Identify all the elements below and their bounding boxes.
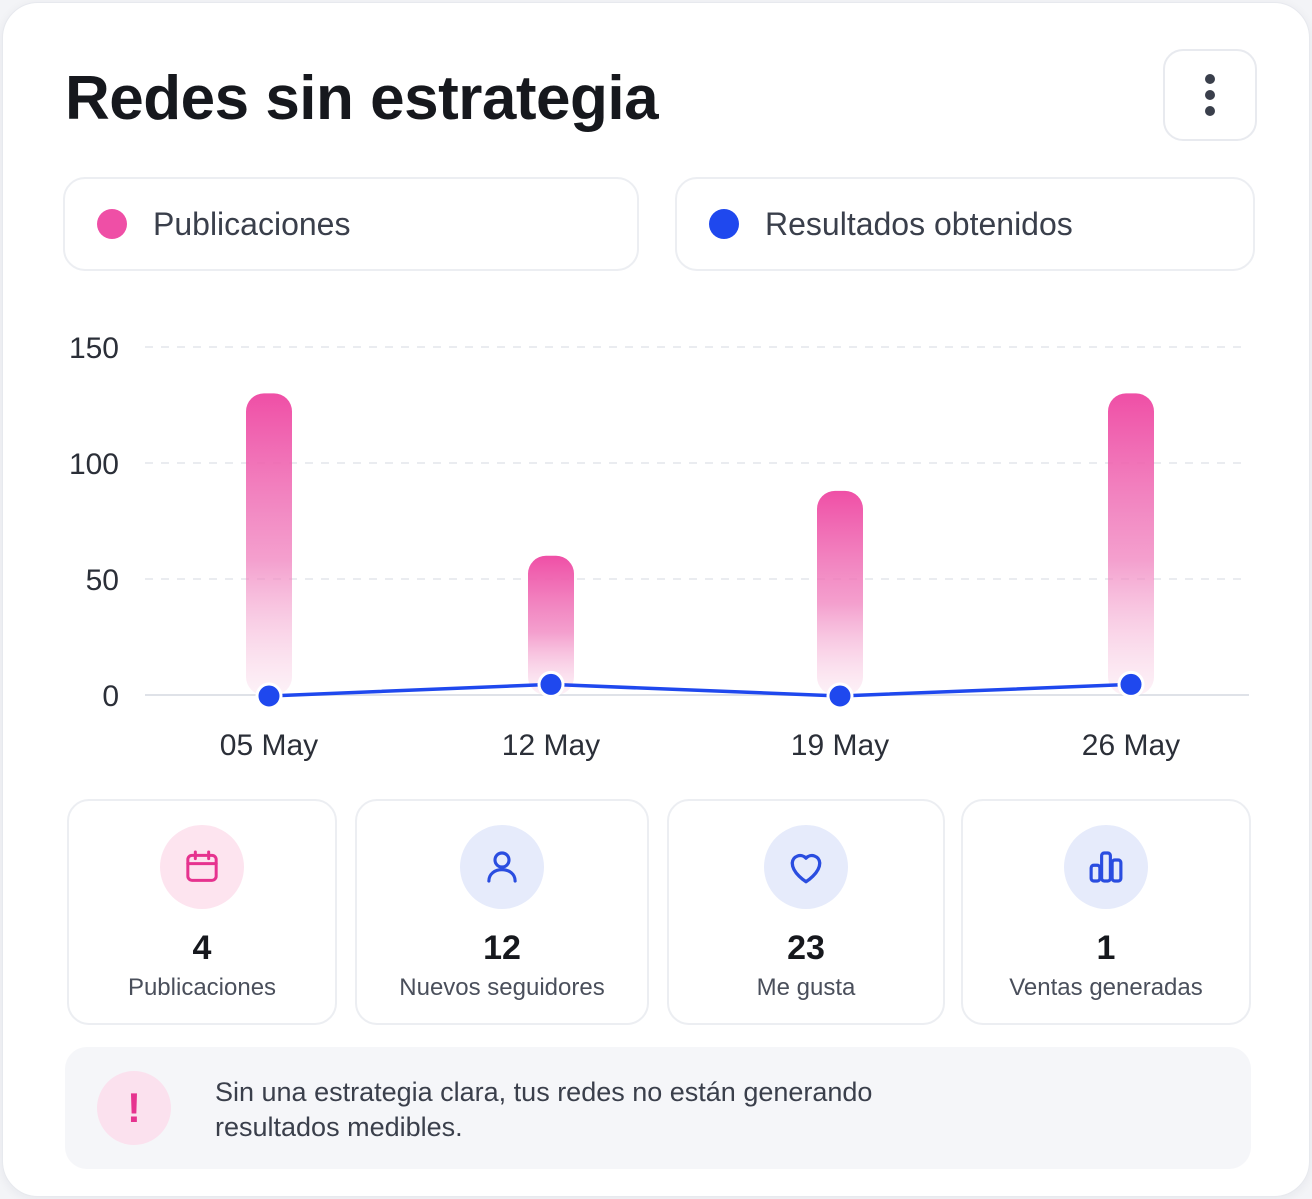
stat-label: Nuevos seguidores: [399, 974, 605, 1001]
stat-card-me-gusta: 23 Me gusta: [667, 799, 945, 1025]
warning-banner: ! Sin una estrategia clara, tus redes no…: [65, 1047, 1251, 1169]
point-resultados[interactable]: [1117, 670, 1145, 698]
y-tick-label: 150: [69, 332, 119, 365]
legend-item-resultados[interactable]: Resultados obtenidos: [675, 177, 1255, 271]
heart-icon: [764, 825, 848, 909]
calendar-icon: [160, 825, 244, 909]
more-vertical-icon: [1205, 74, 1215, 84]
user-icon: [460, 825, 544, 909]
y-tick-label: 50: [86, 564, 119, 597]
page-title: Redes sin estrategia: [65, 64, 659, 133]
bar-publicaciones[interactable]: [246, 393, 292, 695]
more-vertical-icon-dot: [1205, 90, 1215, 100]
bar-publicaciones[interactable]: [817, 490, 863, 695]
stat-card-ventas: 1 Ventas generadas: [961, 799, 1251, 1025]
x-tick-label: 26 May: [1082, 729, 1180, 762]
y-tick-label: 100: [69, 448, 119, 481]
legend-label: Publicaciones: [153, 205, 351, 242]
chart: 0 50 100 150 05 May 12 May 19 May 26 May: [69, 332, 1249, 762]
stat-label: Me gusta: [756, 974, 856, 1001]
stat-label: Ventas generadas: [1009, 974, 1203, 1001]
stat-value: 23: [787, 929, 825, 967]
stat-value: 1: [1096, 929, 1116, 967]
stat-card-seguidores: 12 Nuevos seguidores: [355, 799, 649, 1025]
legend-label: Resultados obtenidos: [765, 205, 1073, 242]
stat-value: 4: [192, 929, 212, 967]
legend-swatch-pink: [97, 209, 127, 239]
point-resultados[interactable]: [255, 682, 283, 710]
legend-item-publicaciones[interactable]: Publicaciones: [63, 177, 639, 271]
stat-card-publicaciones: 4 Publicaciones: [67, 799, 337, 1025]
point-resultados[interactable]: [537, 670, 565, 698]
bar-publicaciones[interactable]: [528, 555, 574, 695]
y-tick-label: 0: [102, 680, 119, 713]
more-vertical-icon-dot: [1205, 106, 1215, 116]
x-tick-label: 19 May: [791, 729, 889, 762]
bar-chart-icon: [1064, 825, 1148, 909]
stat-label: Publicaciones: [127, 974, 277, 1001]
x-tick-label: 05 May: [220, 729, 318, 762]
stat-value: 12: [483, 929, 521, 967]
exclamation-icon: !: [97, 1071, 171, 1145]
point-resultados[interactable]: [826, 682, 854, 710]
line-resultados: [268, 682, 1132, 698]
more-options-button[interactable]: [1163, 49, 1257, 141]
bar-publicaciones[interactable]: [1108, 393, 1154, 695]
x-tick-label: 12 May: [502, 729, 600, 762]
legend-swatch-blue: [709, 209, 739, 239]
warning-message: Sin una estrategia clara, tus redes no e…: [215, 1077, 873, 1142]
